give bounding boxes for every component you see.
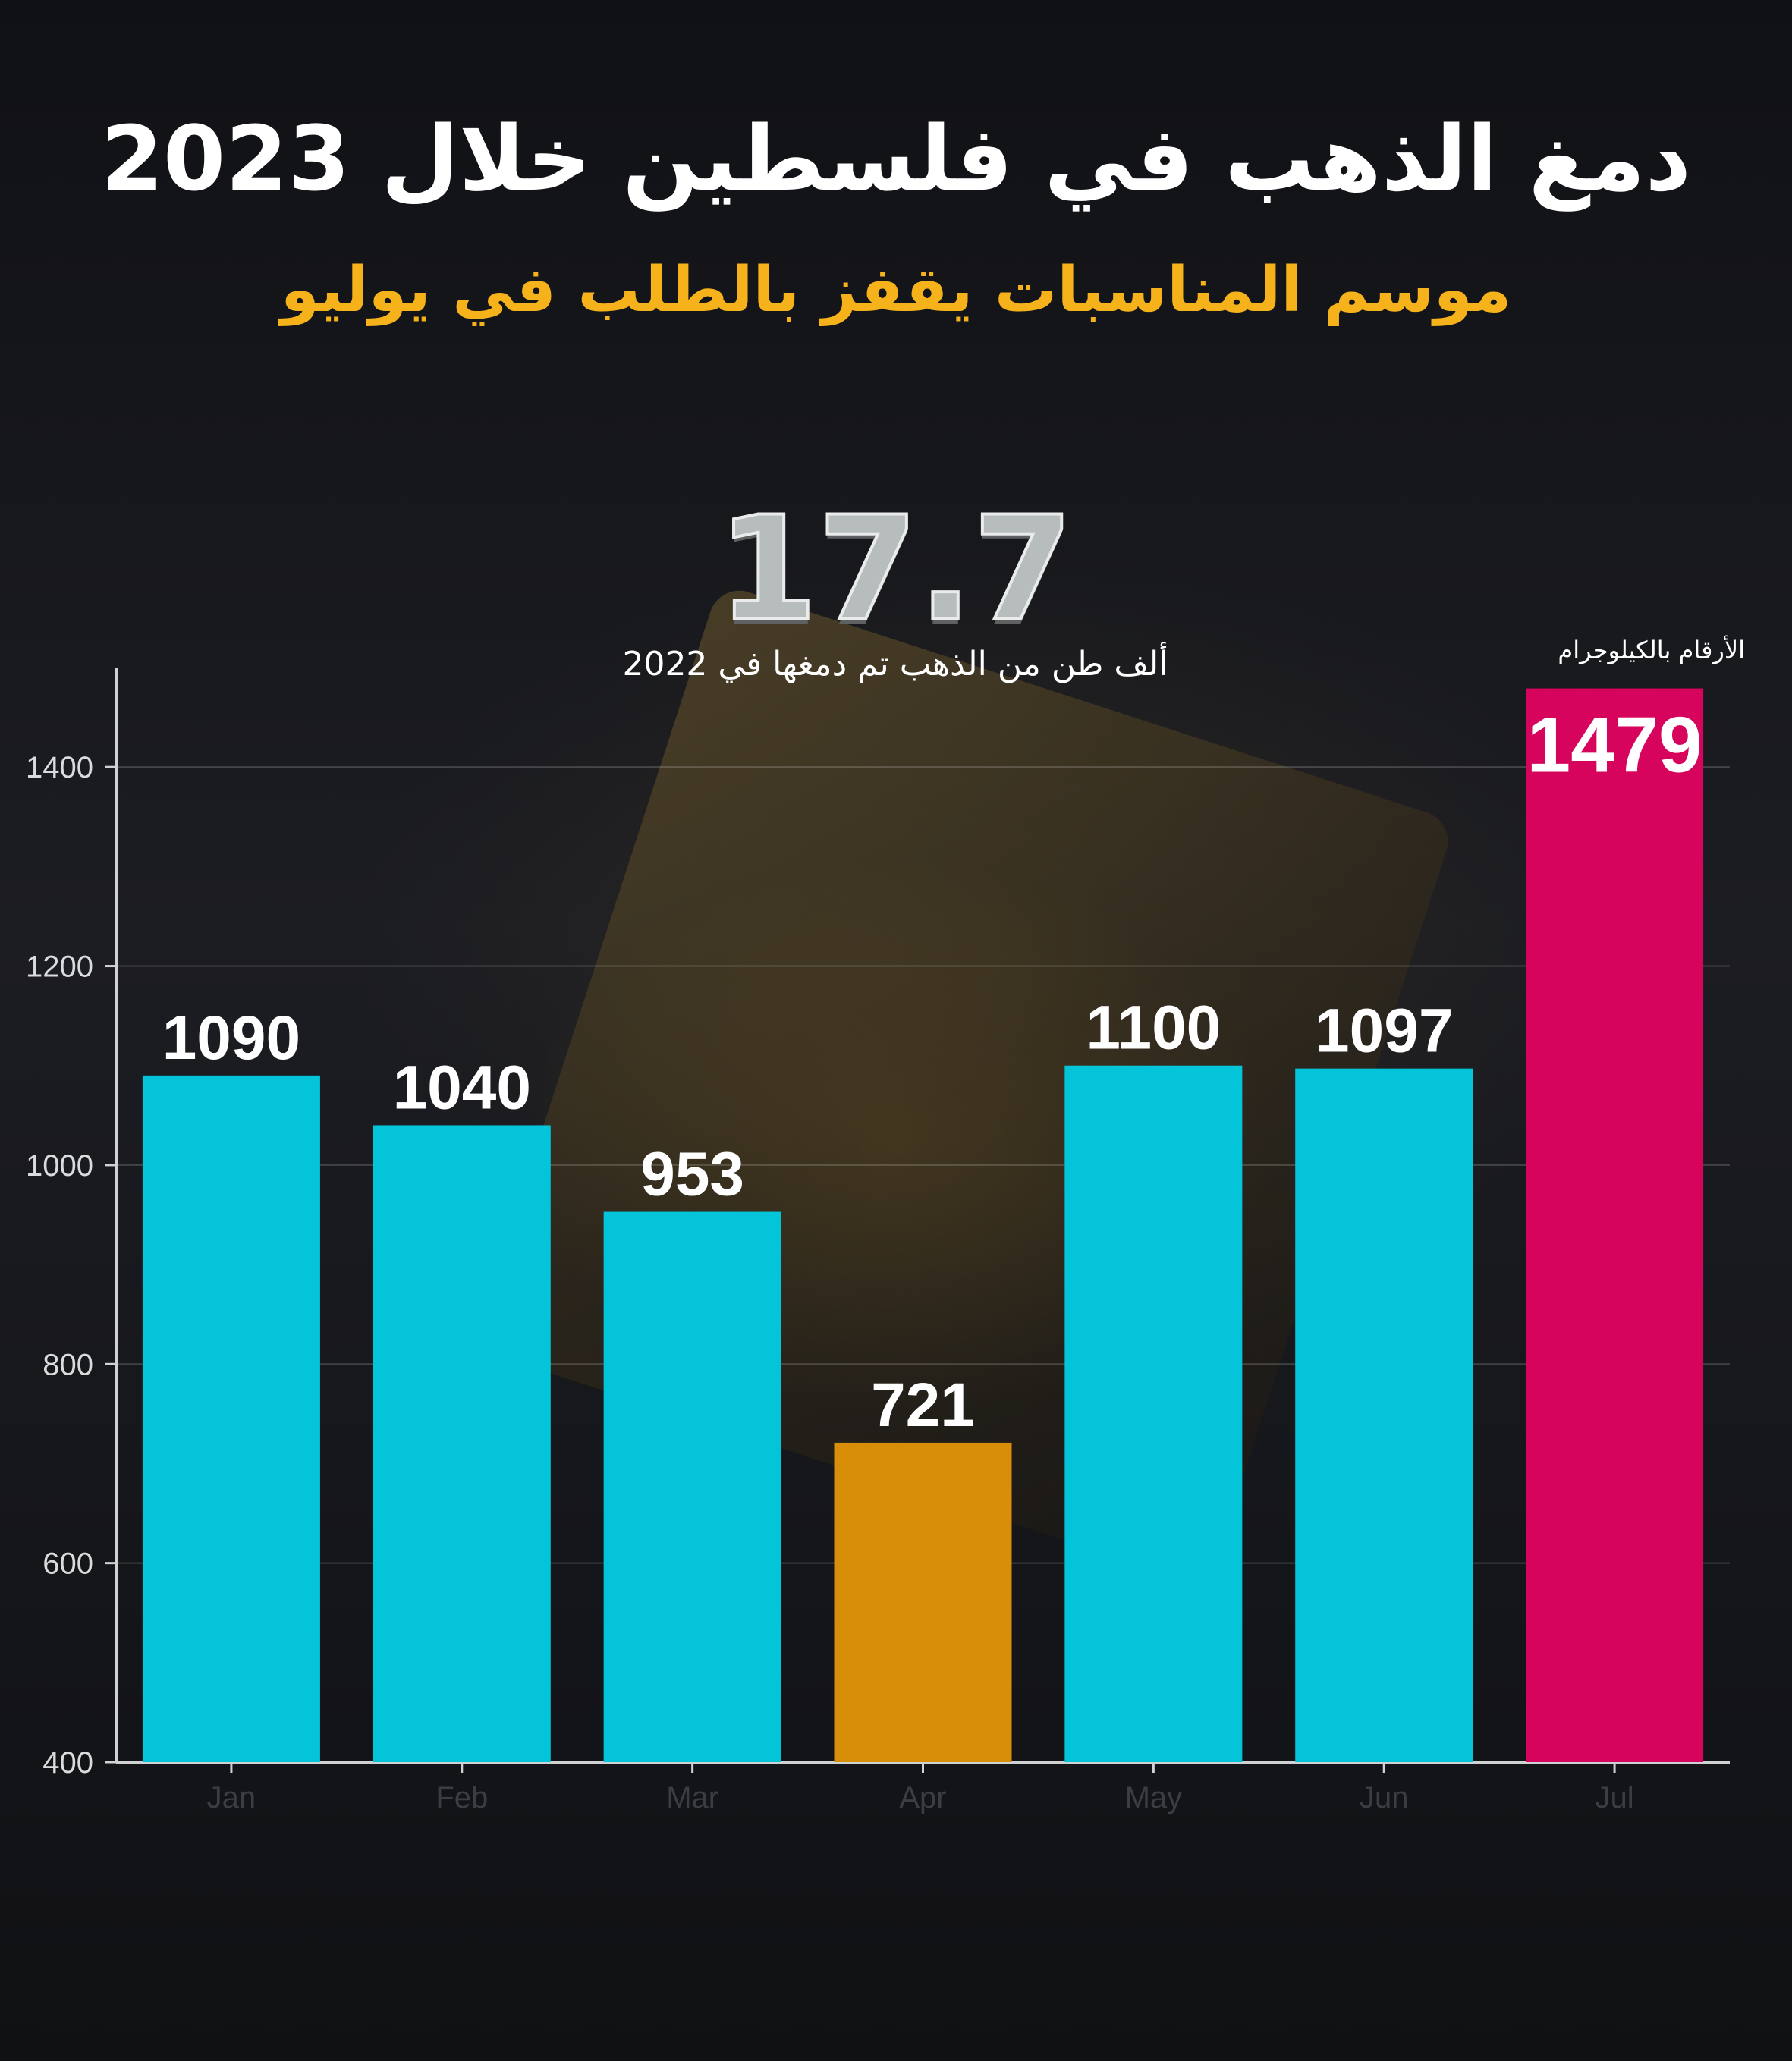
y-tick-label: 1400 [26,751,93,784]
bar-jul [1526,688,1704,1763]
highlight-value: 17.7 [716,484,1075,655]
value-label-jan: 1090 [162,1004,300,1073]
x-tick-label: May [1125,1781,1183,1814]
highlight-caption: ألف طن من الذهب تم دمغها في 2022 [622,645,1168,683]
bar-jun [1295,1068,1473,1762]
y-tick-label: 400 [42,1746,93,1780]
x-tick-label: Feb [435,1781,488,1814]
y-tick-labels: 400 600 800 1000 1200 1400 [26,751,93,1780]
bar-may [1064,1065,1243,1762]
x-tick-label: Jul [1596,1781,1634,1814]
y-tick-label: 1000 [26,1149,93,1183]
bars [142,688,1704,1763]
bar-mar [603,1211,781,1762]
value-labels: 1090 1040 953 721 1100 1097 1479 [162,702,1702,1440]
y-tick-label: 800 [42,1348,93,1381]
x-tick-label: Mar [666,1781,718,1814]
value-label-mar: 953 [640,1140,744,1209]
value-label-feb: 1040 [393,1053,531,1122]
value-label-jul: 1479 [1526,702,1702,790]
x-tick-labels: Jan Feb Mar Apr May Jun Jul [207,1781,1634,1814]
x-tick-label: Apr [899,1781,946,1814]
x-tick-label: Jan [207,1781,256,1814]
page-subtitle: موسم المناسبات يقفز بالطلب في يوليو [280,254,1512,326]
x-tick-label: Jun [1360,1781,1409,1814]
value-label-apr: 721 [871,1371,975,1440]
bar-feb [373,1125,551,1762]
bar-apr [834,1442,1012,1762]
page-title: دمغ الذهب في فلسطين خلال 2023 [100,106,1692,211]
bar-jan [142,1075,320,1762]
y-tick-label: 600 [42,1547,93,1581]
y-tick-label: 1200 [26,950,93,984]
value-label-jun: 1097 [1315,997,1453,1066]
value-label-may: 1100 [1086,994,1221,1063]
unit-note: الأرقام بالكيلوجرام [1558,636,1745,664]
